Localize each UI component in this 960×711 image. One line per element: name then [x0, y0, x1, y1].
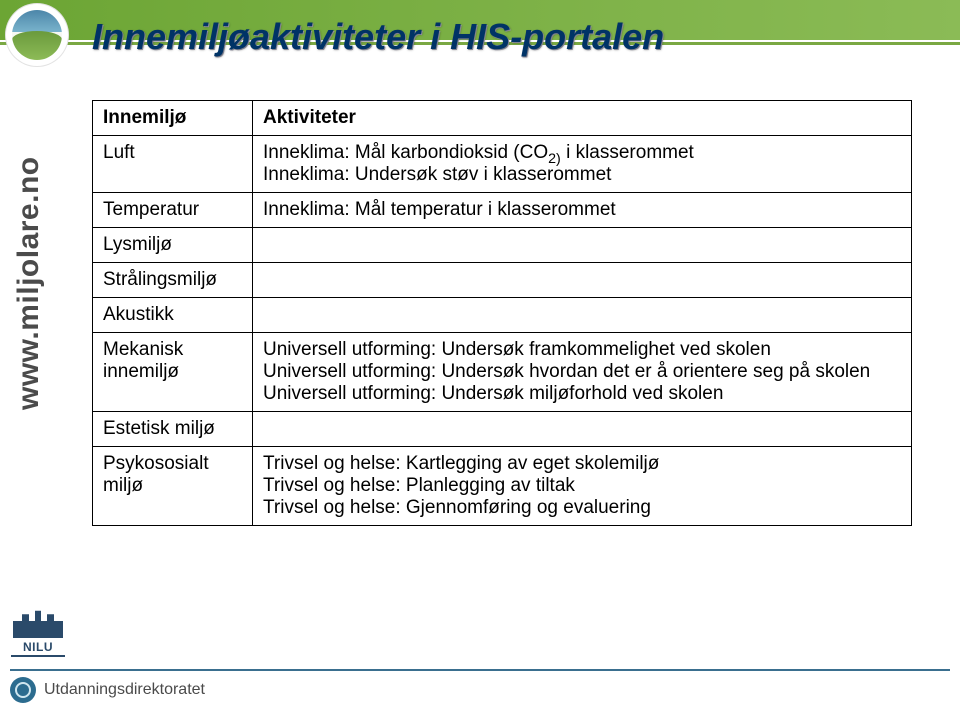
- udir-logo-icon: [10, 677, 36, 703]
- activity-line: [263, 304, 901, 326]
- activities-table-wrap: Innemiljø Aktiviteter Luft Inneklima: Mål…: [92, 100, 912, 526]
- row-category: Lysmiljø: [93, 228, 253, 263]
- table-row: Luft Inneklima: Mål karbondioksid (CO2) i…: [93, 136, 912, 193]
- activity-line: Universell utforming: Undersøk framkomme…: [263, 339, 901, 361]
- activity-line: [263, 418, 901, 440]
- footer-text: Utdanningsdirektoratet: [44, 681, 205, 699]
- row-activities: [253, 298, 912, 333]
- activity-line: Universell utforming: Undersøk hvordan d…: [263, 361, 901, 383]
- table-row: Temperatur Inneklima: Mål temperatur i kl…: [93, 193, 912, 228]
- activity-line: Trivsel og helse: Gjennomføring og evalu…: [263, 497, 901, 519]
- row-activities: Inneklima: Mål temperatur i klasserommet: [253, 193, 912, 228]
- row-category: Estetisk miljø: [93, 412, 253, 447]
- row-activities: [253, 228, 912, 263]
- row-activities: [253, 263, 912, 298]
- activity-line: Inneklima: Mål karbondioksid (CO2) i kla…: [263, 142, 901, 164]
- row-category: Strålingsmiljø: [93, 263, 253, 298]
- nilu-label: NILU: [8, 640, 68, 654]
- row-activities: [253, 412, 912, 447]
- logo-disc: [6, 4, 68, 66]
- table-row: Psykososialt miljø Trivsel og helse: Kart…: [93, 447, 912, 526]
- row-category: Psykososialt miljø: [93, 447, 253, 526]
- row-activities: Universell utforming: Undersøk framkomme…: [253, 333, 912, 412]
- activity-line: [263, 269, 901, 291]
- table-header-row: Innemiljø Aktiviteter: [93, 101, 912, 136]
- nilu-logo: NILU: [8, 604, 68, 657]
- page-title: Innemiljøaktiviteter i HIS-portalen: [92, 16, 664, 58]
- row-category: Mekanisk innemiljø: [93, 333, 253, 412]
- header-aktiviteter: Aktiviteter: [253, 101, 912, 136]
- row-category: Temperatur: [93, 193, 253, 228]
- side-url: www.miljolare.no: [12, 156, 46, 410]
- nilu-castle-icon: [13, 604, 63, 638]
- activity-line: Trivsel og helse: Kartlegging av eget sk…: [263, 453, 901, 475]
- activity-line: Inneklima: Mål temperatur i klasserommet: [263, 199, 901, 221]
- row-category: Luft: [93, 136, 253, 193]
- table-row: Lysmiljø: [93, 228, 912, 263]
- activity-line: [263, 234, 901, 256]
- slide: www.miljolare.no Innemiljøaktiviteter i …: [0, 0, 960, 711]
- row-category: Akustikk: [93, 298, 253, 333]
- activity-line: Inneklima: Undersøk støv i klasserommet: [263, 164, 901, 186]
- table-row: Estetisk miljø: [93, 412, 912, 447]
- row-activities: Inneklima: Mål karbondioksid (CO2) i kla…: [253, 136, 912, 193]
- activities-table: Innemiljø Aktiviteter Luft Inneklima: Mål…: [92, 100, 912, 526]
- nilu-underline: [11, 655, 65, 657]
- footer: Utdanningsdirektoratet: [10, 669, 950, 703]
- table-row: Akustikk: [93, 298, 912, 333]
- miljolare-logo-icon: [12, 10, 62, 60]
- activity-line: Universell utforming: Undersøk miljøforh…: [263, 383, 901, 405]
- table-row: Strålingsmiljø: [93, 263, 912, 298]
- header-innemiljo: Innemiljø: [93, 101, 253, 136]
- activity-line: Trivsel og helse: Planlegging av tiltak: [263, 475, 901, 497]
- row-activities: Trivsel og helse: Kartlegging av eget sk…: [253, 447, 912, 526]
- table-row: Mekanisk innemiljø Universell utforming: …: [93, 333, 912, 412]
